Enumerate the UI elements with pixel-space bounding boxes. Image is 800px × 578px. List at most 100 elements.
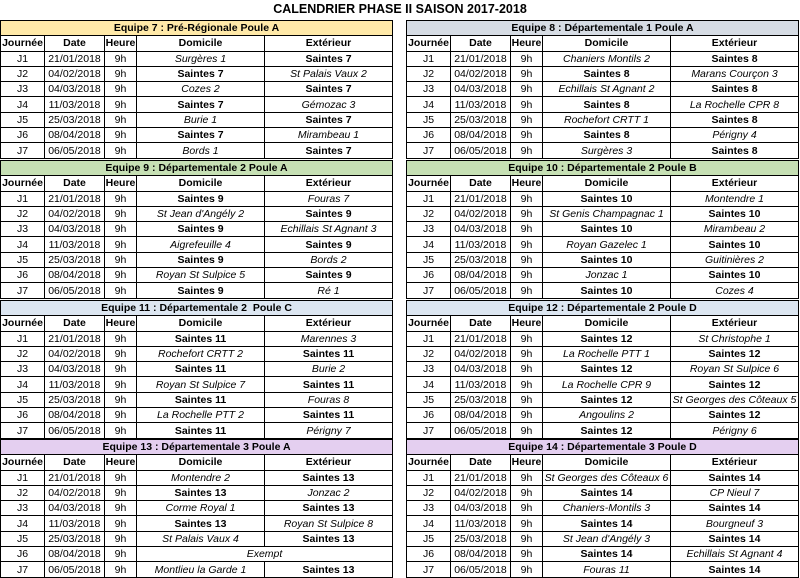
time-cell: 9h bbox=[511, 408, 543, 424]
round-cell: J4 bbox=[1, 377, 45, 393]
team-cell: St Jean d'Angély 2 bbox=[137, 206, 265, 223]
team-cell: Rochefort CRTT 1 bbox=[543, 112, 671, 129]
date-cell: 04/02/2018 bbox=[451, 206, 511, 223]
date-cell: 08/04/2018 bbox=[451, 128, 511, 144]
date-cell: 25/03/2018 bbox=[451, 392, 511, 409]
time-cell: 9h bbox=[105, 562, 137, 578]
column-header: Extérieur bbox=[671, 176, 799, 192]
date-cell: 08/04/2018 bbox=[451, 547, 511, 563]
date-cell: 25/03/2018 bbox=[45, 531, 105, 548]
table-heading: Equipe 10 : Départementale 2 Poule B bbox=[407, 161, 799, 177]
round-cell: J5 bbox=[407, 392, 451, 409]
round-cell: J3 bbox=[407, 501, 451, 517]
round-cell: J4 bbox=[1, 237, 45, 253]
time-cell: 9h bbox=[105, 112, 137, 129]
schedule-table: Equipe 14 : Départementale 3 Poule D Jour… bbox=[406, 439, 799, 578]
team-cell: Saintes 12 bbox=[543, 362, 671, 378]
round-cell: J5 bbox=[1, 392, 45, 409]
time-cell: 9h bbox=[105, 51, 137, 67]
date-cell: 11/03/2018 bbox=[45, 237, 105, 253]
time-cell: 9h bbox=[105, 143, 137, 159]
team-cell: Surgères 1 bbox=[137, 51, 265, 67]
team-cell: Saintes 10 bbox=[543, 283, 671, 299]
date-cell: 06/05/2018 bbox=[451, 423, 511, 439]
round-cell: J7 bbox=[1, 283, 45, 299]
team-cell: Saintes 8 bbox=[671, 112, 799, 129]
team-cell: Saintes 11 bbox=[265, 346, 393, 363]
team-cell: Montlieu la Garde 1 bbox=[137, 562, 265, 578]
time-cell: 9h bbox=[105, 485, 137, 502]
date-cell: 04/02/2018 bbox=[45, 485, 105, 502]
team-cell: Jonzac 2 bbox=[265, 485, 393, 502]
date-cell: 25/03/2018 bbox=[45, 252, 105, 269]
team-cell: Chaniers Montils 2 bbox=[543, 51, 671, 67]
team-cell: St Palais Vaux 4 bbox=[137, 531, 265, 548]
column-header: Journée bbox=[407, 455, 451, 471]
time-cell: 9h bbox=[105, 222, 137, 238]
round-cell: J7 bbox=[407, 283, 451, 299]
time-cell: 9h bbox=[511, 362, 543, 378]
column-header: Heure bbox=[105, 176, 137, 192]
round-cell: J2 bbox=[407, 485, 451, 502]
team-cell: Saintes 9 bbox=[137, 252, 265, 269]
table-heading: Equipe 9 : Départementale 2 Poule A bbox=[1, 161, 393, 177]
date-cell: 25/03/2018 bbox=[451, 252, 511, 269]
team-cell: Saintes 12 bbox=[543, 423, 671, 439]
date-cell: 04/02/2018 bbox=[451, 66, 511, 83]
date-cell: 04/03/2018 bbox=[45, 82, 105, 98]
round-cell: J1 bbox=[1, 191, 45, 207]
team-cell: Périgny 6 bbox=[671, 423, 799, 439]
team-cell: Saintes 9 bbox=[265, 206, 393, 223]
table-heading: Equipe 12 : Départementale 2 Poule D bbox=[407, 301, 799, 317]
team-cell: Saintes 9 bbox=[137, 283, 265, 299]
round-cell: J3 bbox=[1, 501, 45, 517]
team-cell: Saintes 13 bbox=[137, 485, 265, 502]
time-cell: 9h bbox=[511, 237, 543, 253]
table-heading: Equipe 8 : Départementale 1 Poule A bbox=[407, 21, 799, 37]
date-cell: 08/04/2018 bbox=[45, 547, 105, 563]
date-cell: 25/03/2018 bbox=[45, 392, 105, 409]
column-header: Domicile bbox=[137, 455, 265, 471]
team-cell: St Jean d'Angély 3 bbox=[543, 531, 671, 548]
column-header: Journée bbox=[1, 316, 45, 332]
time-cell: 9h bbox=[105, 377, 137, 393]
team-cell: Saintes 13 bbox=[265, 531, 393, 548]
team-cell: Saintes 14 bbox=[543, 485, 671, 502]
round-cell: J2 bbox=[1, 346, 45, 363]
schedule-table: Equipe 12 : Départementale 2 Poule D Jour… bbox=[406, 300, 799, 439]
team-cell: Fouras 7 bbox=[265, 191, 393, 207]
time-cell: 9h bbox=[511, 112, 543, 129]
date-cell: 21/01/2018 bbox=[451, 51, 511, 67]
team-cell: Saintes 7 bbox=[265, 51, 393, 67]
table-heading: Equipe 13 : Départementale 3 Poule A bbox=[1, 440, 393, 456]
round-cell: J1 bbox=[407, 191, 451, 207]
date-cell: 06/05/2018 bbox=[451, 143, 511, 159]
round-cell: J6 bbox=[1, 268, 45, 284]
team-cell: Corme Royal 1 bbox=[137, 501, 265, 517]
team-cell: Chaniers-Montils 3 bbox=[543, 501, 671, 517]
column-header: Date bbox=[451, 316, 511, 332]
column-header: Heure bbox=[511, 36, 543, 52]
schedule-table: Equipe 7 : Pré-Régionale Poule A Journée D… bbox=[0, 20, 393, 159]
team-cell: Royan St Sulpice 7 bbox=[137, 377, 265, 393]
round-cell: J4 bbox=[1, 97, 45, 113]
time-cell: 9h bbox=[511, 222, 543, 238]
column-header: Journée bbox=[1, 176, 45, 192]
column-header: Date bbox=[451, 176, 511, 192]
date-cell: 04/03/2018 bbox=[451, 222, 511, 238]
date-cell: 11/03/2018 bbox=[45, 516, 105, 532]
table-heading: Equipe 14 : Départementale 3 Poule D bbox=[407, 440, 799, 456]
round-cell: J7 bbox=[407, 423, 451, 439]
column-header: Journée bbox=[407, 316, 451, 332]
date-cell: 06/05/2018 bbox=[45, 283, 105, 299]
team-cell: Saintes 12 bbox=[543, 331, 671, 347]
round-cell: J3 bbox=[1, 222, 45, 238]
date-cell: 08/04/2018 bbox=[45, 268, 105, 284]
round-cell: J6 bbox=[407, 408, 451, 424]
time-cell: 9h bbox=[511, 252, 543, 269]
team-cell: La Rochelle PTT 1 bbox=[543, 346, 671, 363]
time-cell: 9h bbox=[105, 362, 137, 378]
round-cell: J6 bbox=[407, 268, 451, 284]
team-cell: La Rochelle CPR 8 bbox=[671, 97, 799, 113]
team-cell: Saintes 11 bbox=[265, 408, 393, 424]
